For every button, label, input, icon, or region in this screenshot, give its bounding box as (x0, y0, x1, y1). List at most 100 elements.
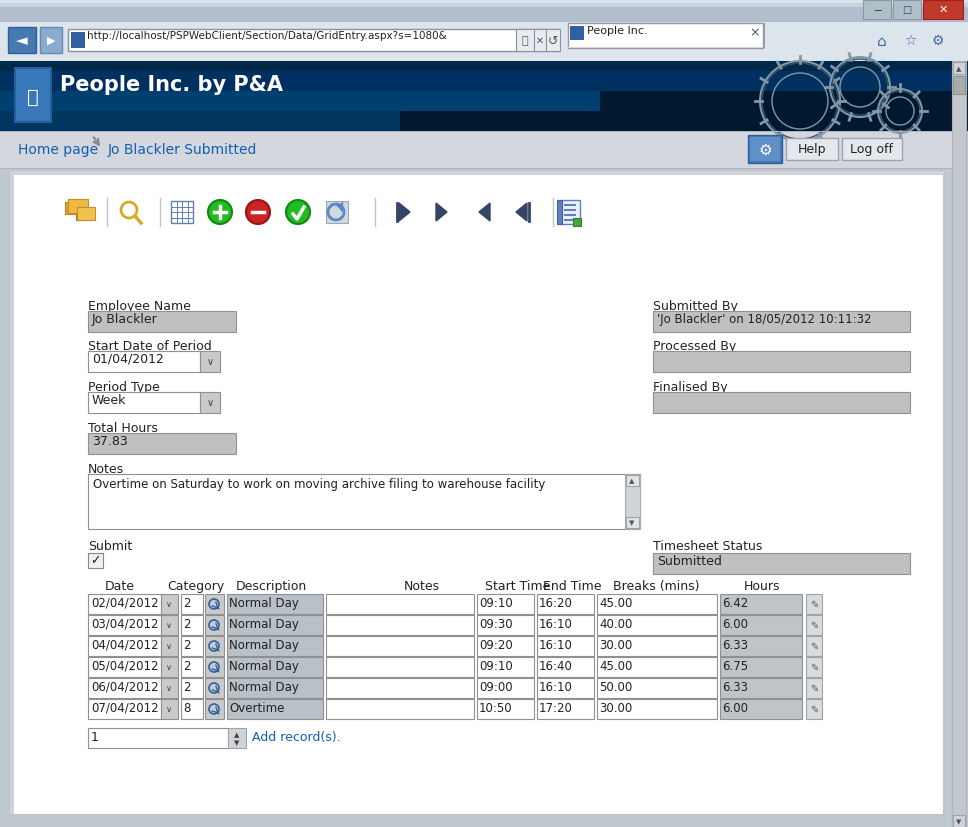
Bar (720, 678, 802, 698)
Text: 03/04/2012: 03/04/2012 (91, 617, 159, 630)
Text: ▼: ▼ (956, 818, 961, 824)
Bar (200, 351, 220, 372)
Bar (227, 595, 323, 614)
Text: 40.00: 40.00 (599, 617, 632, 630)
Bar (227, 699, 323, 719)
Bar (14, 68, 52, 124)
Bar (893, 1, 921, 20)
Text: ─: ─ (874, 5, 880, 15)
Circle shape (286, 201, 310, 225)
Text: Hours: Hours (743, 579, 780, 592)
Text: Description: Description (235, 579, 307, 592)
Bar (720, 595, 802, 614)
Bar (77, 208, 95, 221)
Text: Home page: Home page (18, 143, 98, 157)
Bar (653, 312, 910, 332)
Text: Period Type: Period Type (88, 380, 160, 394)
Text: ☆: ☆ (904, 34, 917, 48)
Bar (0, 72, 968, 92)
Text: ∨: ∨ (166, 684, 172, 693)
Text: ✎: ✎ (810, 600, 818, 609)
Bar (806, 657, 822, 677)
Bar (534, 30, 546, 52)
Text: □: □ (902, 5, 912, 15)
Bar (88, 615, 161, 635)
Text: ⚙: ⚙ (932, 34, 944, 48)
Bar (0, 131, 952, 133)
Bar (597, 595, 717, 614)
Bar (88, 393, 200, 414)
Bar (228, 728, 246, 748)
Bar (171, 202, 193, 224)
Bar (597, 615, 717, 635)
Bar (597, 636, 717, 656)
Bar (205, 657, 224, 677)
Text: Normal Day: Normal Day (229, 680, 299, 693)
Bar (537, 657, 594, 677)
Bar (748, 136, 782, 164)
Bar (842, 139, 902, 160)
Bar (557, 201, 562, 225)
Text: 2: 2 (183, 659, 191, 672)
Bar (205, 595, 224, 614)
Bar (0, 0, 968, 4)
Text: Submit: Submit (88, 539, 133, 552)
Text: 30.00: 30.00 (599, 701, 632, 715)
Text: Submitted: Submitted (657, 554, 722, 567)
Bar (568, 48, 763, 49)
Text: Notes: Notes (88, 462, 124, 476)
Text: End Time: End Time (543, 579, 601, 592)
Bar (952, 62, 966, 827)
Bar (205, 678, 224, 698)
Text: Overtime on Saturday to work on moving archive filing to warehouse facility: Overtime on Saturday to work on moving a… (93, 477, 545, 490)
Bar (68, 30, 558, 52)
Bar (625, 475, 640, 529)
Text: ✕: ✕ (938, 5, 948, 15)
Bar (8, 28, 36, 54)
Bar (227, 636, 323, 656)
Bar (88, 433, 236, 455)
Bar (227, 615, 323, 635)
Text: ∨: ∨ (166, 642, 172, 651)
Bar (161, 615, 178, 635)
Text: 45.00: 45.00 (599, 596, 632, 609)
Bar (161, 678, 178, 698)
Bar (863, 1, 891, 20)
Text: ↺: ↺ (548, 35, 559, 47)
Circle shape (246, 201, 270, 225)
Text: ✎: ✎ (810, 662, 818, 672)
Text: ∨: ∨ (166, 705, 172, 714)
Bar (88, 678, 161, 698)
Bar (568, 24, 763, 49)
Bar (0, 62, 968, 131)
Text: ⌂: ⌂ (877, 33, 887, 49)
Text: 6.00: 6.00 (722, 701, 748, 715)
Bar (750, 138, 780, 162)
Text: 6.00: 6.00 (722, 617, 748, 630)
Text: ▲: ▲ (629, 477, 635, 484)
Text: 1: 1 (91, 730, 99, 743)
Circle shape (208, 201, 232, 225)
Text: http://localhost/PSPWebClient/Section/Data/GridEntry.aspx?s=1080&: http://localhost/PSPWebClient/Section/Da… (87, 31, 447, 41)
Bar (0, 22, 968, 23)
Bar (597, 678, 717, 698)
Bar (626, 518, 639, 528)
Bar (181, 595, 203, 614)
Bar (181, 699, 203, 719)
Bar (546, 30, 560, 52)
Bar (181, 657, 203, 677)
Bar (16, 70, 50, 122)
Text: Start Time: Start Time (485, 579, 551, 592)
Text: Overtime: Overtime (229, 701, 285, 715)
Bar (88, 728, 228, 748)
Bar (88, 553, 103, 568)
Text: ∨: ∨ (166, 662, 172, 672)
Bar (720, 699, 802, 719)
Bar (537, 615, 594, 635)
Text: Employee Name: Employee Name (88, 299, 191, 313)
Bar (0, 22, 968, 62)
Bar (0, 169, 952, 170)
Bar (564, 205, 576, 207)
Bar (477, 699, 534, 719)
Bar (326, 595, 474, 614)
